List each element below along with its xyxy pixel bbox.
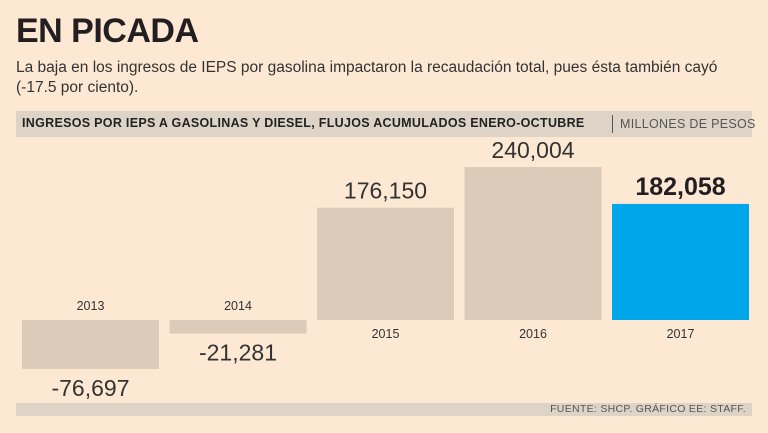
- year-label-2017: 2017: [667, 327, 695, 341]
- bar-2016: [464, 167, 602, 320]
- bar-2017: [612, 203, 749, 320]
- bar-2015: [317, 207, 454, 320]
- chart-title: EN PICADA: [16, 12, 199, 50]
- value-label-2014: -21,281: [199, 340, 277, 366]
- year-label-2016: 2016: [519, 327, 547, 341]
- value-label-2013: -76,697: [51, 375, 129, 401]
- year-label-2013: 2013: [77, 299, 105, 313]
- chart-unit-label: MILLONES DE PESOS: [620, 117, 756, 131]
- chart-series-title: INGRESOS POR IEPS A GASOLINAS Y DIESEL, …: [22, 116, 585, 130]
- chart-subtitle: La baja en los ingresos de IEPS por gaso…: [16, 59, 718, 96]
- bar-2014: [169, 320, 307, 334]
- source-note: FUENTE: SHCP. GRÁFICO EE: STAFF.: [550, 403, 746, 415]
- year-label-2014: 2014: [224, 299, 252, 313]
- year-label-2015: 2015: [372, 327, 400, 341]
- footer-band: FUENTE: SHCP. GRÁFICO EE: STAFF.: [16, 403, 752, 416]
- bar-chart: 2013 -76,697 2014 -21,281 2015 176,150 2016 240…: [22, 137, 749, 401]
- band-divider: [612, 115, 613, 133]
- chart-header-band: INGRESOS POR IEPS A GASOLINAS Y DIESEL, …: [16, 111, 755, 137]
- value-label-2016: 240,004: [491, 137, 574, 163]
- value-label-2015: 176,150: [344, 178, 427, 204]
- bar-2013: [22, 320, 159, 369]
- value-label-2017: 182,058: [635, 173, 725, 201]
